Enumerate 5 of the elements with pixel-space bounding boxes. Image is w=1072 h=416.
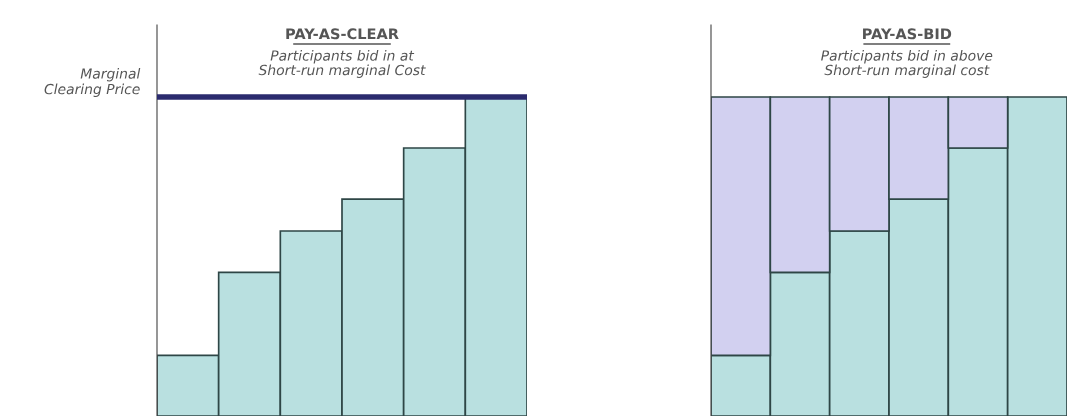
chart-title: PAY-AS-BID	[863, 28, 952, 40]
chart-subtitle: Participants bid in at Short-run marginal Cost	[258, 50, 426, 78]
chart-subtitle: Participants bid in above Short-run marginal cost	[821, 50, 993, 78]
chart-title: PAY-AS-CLEAR	[286, 28, 399, 40]
ref-line-label: Marginal Clearing Price	[44, 68, 141, 97]
